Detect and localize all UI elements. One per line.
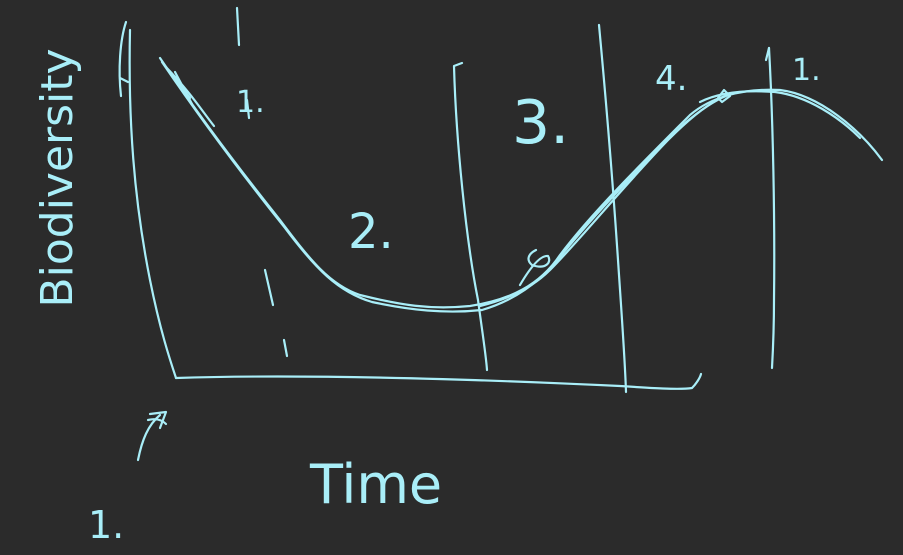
region-label-1: 1. [236, 85, 265, 120]
biodiversity-curve-peak-mark [716, 88, 732, 104]
region-label-3: 3. [512, 88, 569, 158]
divider-3 [597, 23, 628, 394]
divider-4 [767, 46, 776, 370]
region-label-5: 1. [792, 53, 821, 88]
y-axis-label: Biodiversity [32, 48, 83, 307]
biodiversity-curve-end-retrace [698, 90, 862, 140]
corner-note: 1. [88, 503, 124, 547]
x-axis [174, 372, 703, 390]
divider-1-c [263, 268, 275, 307]
divider-1-d [282, 338, 289, 358]
biodiversity-curve-retrace-2 [163, 64, 216, 128]
divider-1-b [245, 98, 251, 120]
divider-1 [235, 6, 241, 47]
divider-2 [452, 61, 489, 372]
region-label-4: 4. [655, 59, 687, 99]
y-axis-top-hook [118, 20, 128, 98]
y-axis-label-group: Biodiversity [32, 48, 83, 307]
arrow-icon [136, 410, 168, 462]
x-axis-label: Time [309, 453, 442, 516]
biodiversity-curve-retrace-3 [478, 92, 732, 308]
region-label-2: 2. [348, 204, 394, 260]
y-axis-top-tick [118, 76, 130, 84]
divider-4-top [764, 46, 771, 62]
biodiversity-curve-loop [518, 248, 551, 287]
y-axis [128, 28, 178, 380]
